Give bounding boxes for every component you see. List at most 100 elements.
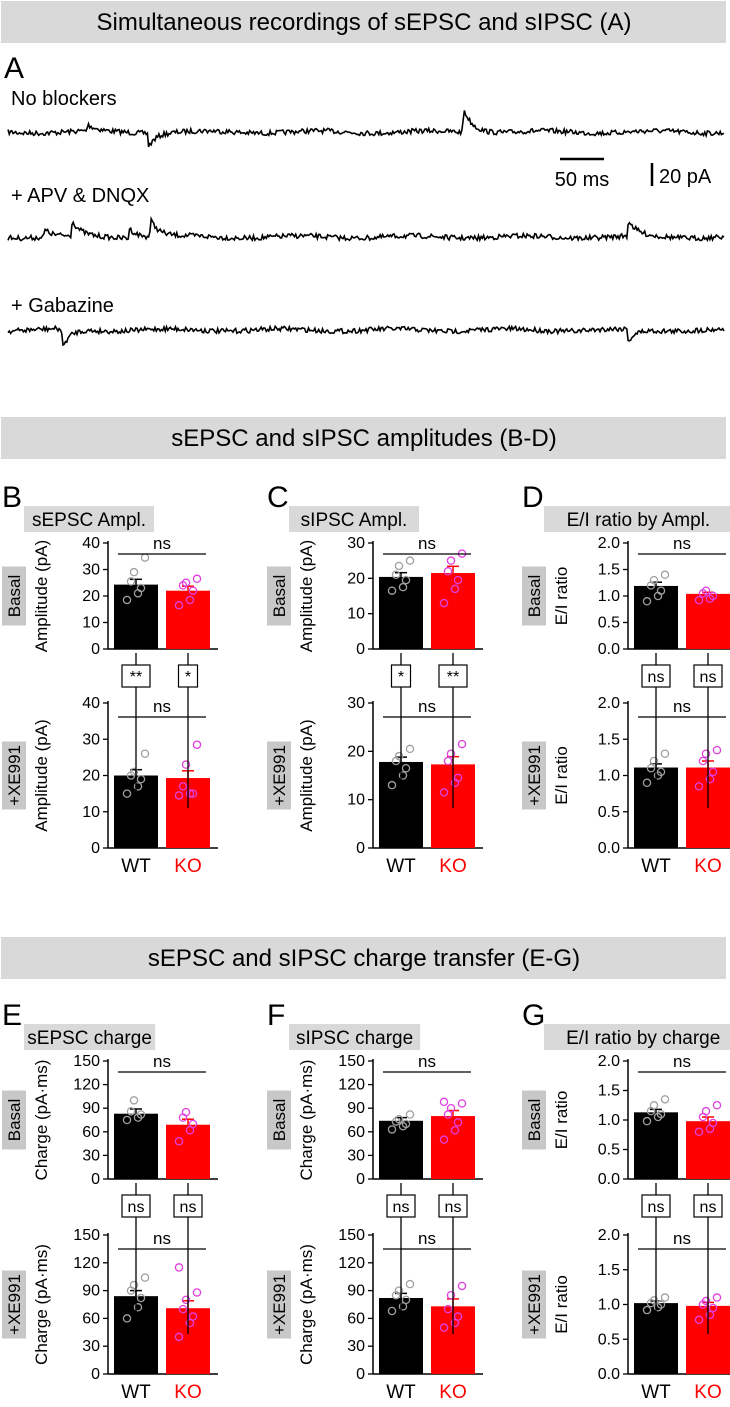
row-label-box	[522, 741, 546, 810]
data-point	[443, 567, 453, 576]
y-tick-label: 1.0	[598, 1112, 620, 1129]
y-tick-label: 0	[356, 840, 365, 857]
y-axis-label: E/I ratio	[552, 746, 571, 805]
vertical-sig-label: ns	[128, 1199, 145, 1216]
y-tick-label: 0	[356, 1366, 365, 1383]
row-xe991: +XE991 Charge (pA·ms) 0 30 60 90 120 150 ns	[2, 1227, 218, 1383]
data-point	[453, 773, 463, 783]
data-point	[122, 595, 132, 605]
y-tick-label: 60	[347, 1310, 365, 1327]
y-tick-label: 60	[82, 1310, 100, 1327]
vertical-sig-box	[693, 1194, 723, 1218]
row-label-box	[522, 1270, 546, 1339]
y-tick-label: 30	[82, 731, 100, 748]
data-point	[701, 1296, 711, 1306]
data-point	[387, 1125, 397, 1134]
data-point	[701, 1106, 711, 1116]
y-tick-label: 60	[347, 1124, 365, 1141]
y-axis-label: E/I ratio	[552, 567, 571, 626]
panel-title-box	[289, 506, 419, 532]
data-point	[387, 1306, 397, 1316]
panel-title: E/I ratio by Ampl.	[567, 510, 711, 531]
data-point	[453, 1312, 463, 1321]
data-point	[174, 1332, 184, 1342]
y-axis-label: Amplitude (pA)	[32, 719, 51, 831]
vertical-sig-label: *	[185, 669, 191, 686]
group-label-wt: WT	[121, 856, 151, 877]
data-point	[712, 1101, 722, 1110]
data-point	[405, 1279, 415, 1289]
data-point	[140, 553, 150, 562]
data-point	[698, 756, 708, 766]
data-point	[453, 1118, 463, 1127]
y-tick-label: 20	[347, 570, 365, 587]
sig-label: ns	[153, 1052, 171, 1071]
data-point	[656, 1109, 666, 1119]
data-point	[439, 1135, 449, 1144]
y-axis-label: E/I ratio	[552, 1091, 571, 1150]
current-traces	[7, 110, 725, 347]
vertical-sig-box	[693, 664, 723, 688]
group-label-wt: WT	[121, 1382, 151, 1403]
data-point	[708, 767, 718, 777]
row-label: Basal	[525, 575, 544, 618]
data-point	[192, 740, 202, 749]
vertical-sig-box	[121, 664, 151, 688]
data-point	[122, 789, 132, 798]
data-point	[649, 575, 659, 585]
data-point	[439, 788, 449, 797]
bar-wt	[379, 1120, 423, 1179]
data-point	[181, 1295, 191, 1305]
y-tick-label: 2.0	[598, 535, 620, 552]
data-point	[694, 1127, 704, 1137]
data-point	[446, 556, 456, 565]
y-tick-label: 90	[347, 1283, 365, 1300]
panel-letter: C	[267, 481, 289, 514]
sig-label: ns	[418, 1052, 436, 1071]
data-point	[453, 575, 463, 585]
data-point	[401, 575, 411, 585]
row-label: +XE991	[270, 745, 289, 806]
data-point	[439, 1097, 449, 1107]
data-point	[192, 1288, 202, 1297]
data-point	[642, 1305, 652, 1315]
panel-title-box	[544, 1024, 730, 1050]
vertical-sig-label: ns	[700, 1199, 717, 1216]
data-point	[446, 749, 456, 759]
data-point	[181, 1107, 191, 1117]
y-tick-label: 10	[82, 615, 100, 632]
vertical-sig-label: *	[398, 669, 404, 686]
row-basal: Basal Charge (pA·ms) 0 30 60 90 120 150 ns	[267, 1052, 483, 1188]
panel-title-box	[544, 506, 730, 532]
data-point	[405, 1110, 415, 1119]
data-point	[129, 1096, 139, 1105]
y-tick-label: 30	[347, 695, 365, 712]
row-label: +XE991	[525, 745, 544, 806]
sig-label: ns	[418, 697, 436, 716]
y-tick-label: 10	[347, 792, 365, 809]
data-point	[136, 1110, 146, 1119]
row-label: +XE991	[270, 1274, 289, 1335]
data-point	[660, 1095, 670, 1104]
data-point	[181, 578, 191, 588]
row-label: Basal	[5, 575, 24, 618]
data-point	[192, 574, 202, 584]
y-tick-label: 20	[82, 768, 100, 785]
data-point	[174, 1263, 184, 1272]
vertical-sig-label: **	[447, 669, 459, 686]
row-xe991: +XE991 Amplitude (pA) 0 10 20 30 40 ns	[2, 695, 218, 857]
bar-ko	[686, 593, 730, 649]
y-tick-label: 150	[73, 1227, 100, 1244]
vertical-sig-box	[641, 1194, 671, 1218]
data-point	[701, 749, 711, 759]
data-point	[401, 1119, 411, 1129]
y-tick-label: 40	[82, 535, 100, 552]
y-tick-label: 30	[82, 1338, 100, 1355]
data-point	[712, 745, 722, 755]
row-label-box	[2, 1090, 26, 1150]
y-tick-label: 10	[347, 606, 365, 623]
data-point	[185, 595, 195, 605]
